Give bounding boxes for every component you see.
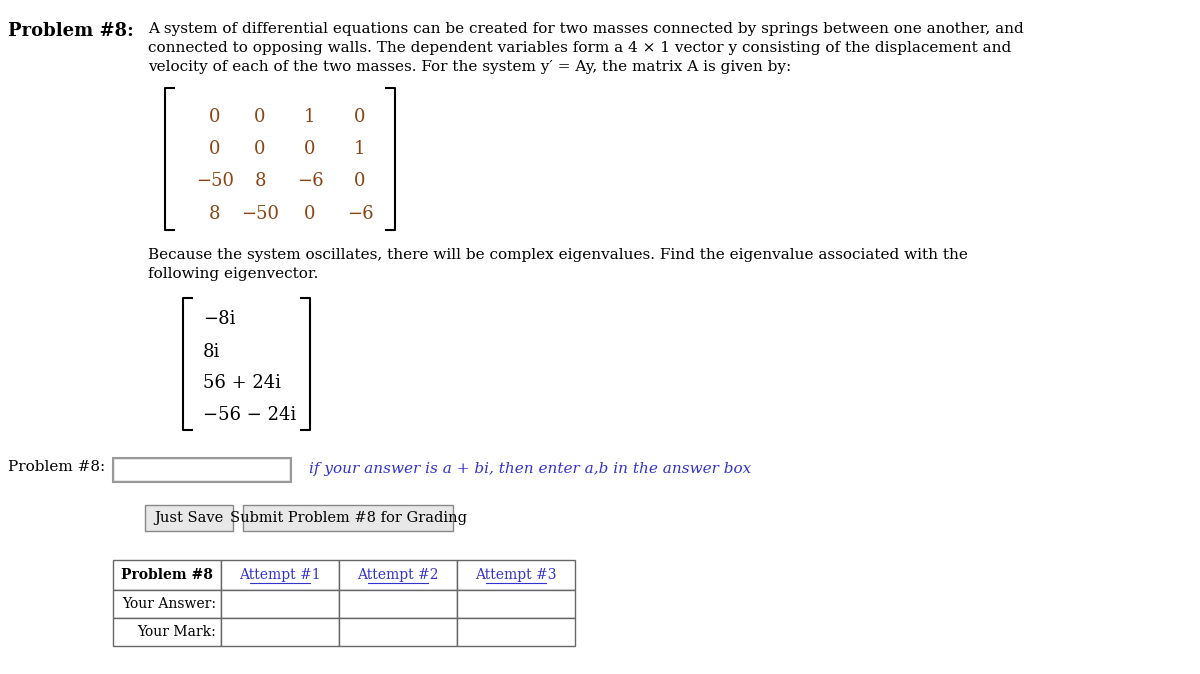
Text: 0: 0: [254, 108, 265, 126]
Text: Attempt #1: Attempt #1: [239, 568, 320, 582]
Text: Because the system oscillates, there will be complex eigenvalues. Find the eigen: Because the system oscillates, there wil…: [148, 248, 968, 262]
Text: Problem #8:: Problem #8:: [8, 460, 106, 474]
Bar: [113, 458, 292, 482]
Text: Submit Problem #8 for Grading: Submit Problem #8 for Grading: [229, 511, 467, 525]
Bar: [113, 560, 221, 590]
Text: 0: 0: [209, 140, 221, 158]
Bar: [457, 618, 575, 646]
Bar: [457, 590, 575, 618]
Text: 0: 0: [305, 205, 316, 223]
Text: 8: 8: [254, 172, 265, 190]
Text: following eigenvector.: following eigenvector.: [148, 267, 318, 281]
Bar: [221, 560, 340, 590]
Text: 56 + 24i: 56 + 24i: [203, 374, 281, 392]
Text: −50: −50: [196, 172, 234, 190]
Bar: [340, 590, 457, 618]
Bar: [113, 590, 221, 618]
Text: 1: 1: [354, 140, 366, 158]
Text: −6: −6: [347, 205, 373, 223]
Text: if your answer is a + bi, then enter a,b in the answer box: if your answer is a + bi, then enter a,b…: [310, 462, 751, 476]
Text: Attempt #3: Attempt #3: [475, 568, 557, 582]
Text: 8i: 8i: [203, 343, 221, 361]
FancyBboxPatch shape: [242, 505, 454, 531]
Text: 0: 0: [305, 140, 316, 158]
Text: Your Answer:: Your Answer:: [122, 597, 216, 611]
Bar: [340, 618, 457, 646]
Bar: [457, 560, 575, 590]
Text: Your Mark:: Your Mark:: [137, 625, 216, 639]
Text: 1: 1: [305, 108, 316, 126]
Text: Attempt #2: Attempt #2: [358, 568, 439, 582]
Text: −8i: −8i: [203, 310, 235, 328]
Bar: [115, 460, 289, 480]
Text: 0: 0: [354, 172, 366, 190]
Bar: [113, 618, 221, 646]
Text: −56 − 24i: −56 − 24i: [203, 406, 296, 424]
Bar: [221, 590, 340, 618]
Text: Just Save: Just Save: [155, 511, 223, 525]
Text: 0: 0: [209, 108, 221, 126]
Bar: [221, 618, 340, 646]
Text: 8: 8: [209, 205, 221, 223]
Text: 0: 0: [354, 108, 366, 126]
Text: Problem #8:: Problem #8:: [8, 22, 133, 40]
Bar: [340, 560, 457, 590]
Text: A system of differential equations can be created for two masses connected by sp: A system of differential equations can b…: [148, 22, 1024, 36]
Text: Problem #8: Problem #8: [121, 568, 212, 582]
Text: −6: −6: [296, 172, 323, 190]
FancyBboxPatch shape: [145, 505, 233, 531]
Text: −50: −50: [241, 205, 278, 223]
Text: connected to opposing walls. The dependent variables form a 4 × 1 vector y consi: connected to opposing walls. The depende…: [148, 41, 1012, 55]
Text: velocity of each of the two masses. For the system y′ = Ay, the matrix A is give: velocity of each of the two masses. For …: [148, 60, 791, 74]
Text: 0: 0: [254, 140, 265, 158]
